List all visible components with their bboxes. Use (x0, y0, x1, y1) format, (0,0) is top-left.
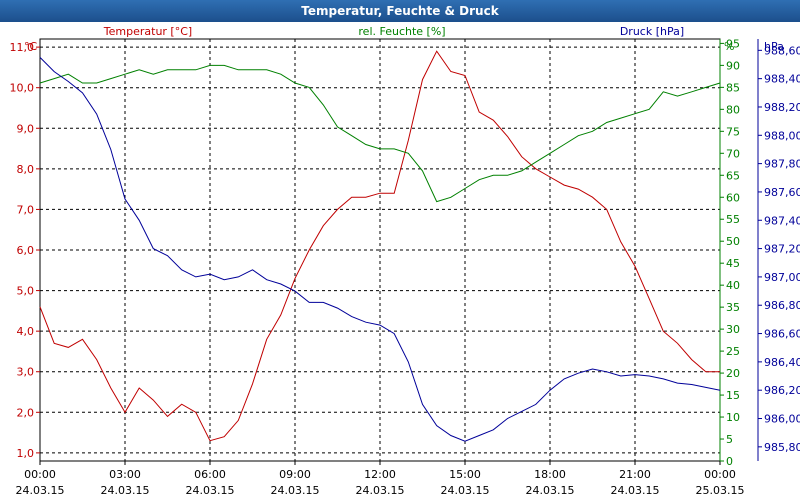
y-tick-label-humidity: 15 (726, 389, 740, 402)
y-tick-label-pressure: 987,00 (764, 271, 800, 284)
x-tick-date: 24.03.15 (271, 484, 320, 497)
x-tick-date: 24.03.15 (186, 484, 235, 497)
y-tick-label-temperature: 6,0 (17, 244, 35, 257)
y-tick-label-humidity: 45 (726, 257, 740, 270)
y-tick-label-pressure: 987,20 (764, 243, 800, 256)
y-tick-label-humidity: 40 (726, 279, 740, 292)
y-tick-label-pressure: 985,80 (764, 441, 800, 454)
y-tick-label-humidity: 95 (726, 37, 740, 50)
y-tick-label-humidity: 35 (726, 301, 740, 314)
y-tick-label-temperature: 5,0 (17, 285, 35, 298)
y-tick-label-humidity: 60 (726, 191, 740, 204)
y-tick-label-humidity: 75 (726, 125, 740, 138)
humidity-axis-label: rel. Feuchte [%] (358, 25, 445, 38)
y-tick-label-temperature: 3,0 (17, 366, 35, 379)
x-tick-time: 03:00 (109, 468, 141, 481)
x-tick-time: 12:00 (364, 468, 396, 481)
x-tick-time: 18:00 (534, 468, 566, 481)
y-tick-label-pressure: 987,80 (764, 158, 800, 171)
series-line-pressure (39, 57, 721, 442)
temperature-axis-label: Temperatur [°C] (103, 25, 192, 38)
y-tick-label-temperature: 9,0 (17, 122, 35, 135)
x-tick-time: 09:00 (279, 468, 311, 481)
y-tick-label-humidity: 90 (726, 59, 740, 72)
x-tick-time: 00:00 (24, 468, 56, 481)
pressure-axis-label: Druck [hPa] (620, 25, 684, 38)
y-tick-label-pressure: 986,80 (764, 299, 800, 312)
window-title: Temperatur, Feuchte & Druck (0, 0, 800, 22)
humidity-unit-label: % (724, 40, 734, 53)
y-tick-label-temperature: 4,0 (17, 325, 35, 338)
y-tick-label-humidity: 0 (726, 455, 733, 468)
x-tick-date: 24.03.15 (526, 484, 575, 497)
y-tick-label-humidity: 30 (726, 323, 740, 336)
temperature-unit-label: °C (24, 40, 38, 53)
y-tick-label-temperature: 10,0 (10, 82, 35, 95)
y-tick-label-temperature: 11,0 (10, 41, 35, 54)
series-line-temperature (39, 50, 720, 442)
y-tick-label-humidity: 85 (726, 81, 740, 94)
y-tick-label-temperature: 8,0 (17, 163, 35, 176)
y-tick-label-pressure: 986,00 (764, 413, 800, 426)
x-tick-time: 15:00 (449, 468, 481, 481)
y-tick-label-humidity: 80 (726, 103, 740, 116)
y-tick-label-pressure: 987,40 (764, 214, 800, 227)
x-tick-date: 24.03.15 (101, 484, 150, 497)
x-tick-date: 24.03.15 (16, 484, 65, 497)
y-tick-label-pressure: 988,20 (764, 101, 800, 114)
x-tick-date: 25.03.15 (696, 484, 745, 497)
y-tick-label-pressure: 988,60 (764, 44, 800, 57)
y-tick-label-humidity: 70 (726, 147, 740, 160)
y-tick-label-humidity: 10 (726, 411, 740, 424)
y-tick-label-pressure: 986,40 (764, 356, 800, 369)
x-tick-time: 00:00 (704, 468, 736, 481)
y-tick-label-pressure: 988,40 (764, 73, 800, 86)
y-tick-label-pressure: 988,00 (764, 129, 800, 142)
pressure-unit-label: hPa (764, 40, 784, 53)
y-tick-label-humidity: 20 (726, 367, 740, 380)
x-tick-date: 24.03.15 (611, 484, 660, 497)
y-tick-label-pressure: 986,60 (764, 328, 800, 341)
x-tick-time: 21:00 (619, 468, 651, 481)
series-line-humidity (39, 64, 721, 203)
y-tick-label-humidity: 50 (726, 235, 740, 248)
x-tick-date: 24.03.15 (356, 484, 405, 497)
y-tick-label-pressure: 987,60 (764, 186, 800, 199)
y-tick-label-humidity: 55 (726, 213, 740, 226)
x-tick-date: 24.03.15 (441, 484, 490, 497)
y-tick-label-temperature: 2,0 (17, 406, 35, 419)
y-tick-label-humidity: 25 (726, 345, 740, 358)
y-tick-label-humidity: 65 (726, 169, 740, 182)
y-tick-label-pressure: 986,20 (764, 384, 800, 397)
y-tick-label-humidity: 5 (726, 433, 733, 446)
y-tick-label-temperature: 7,0 (17, 203, 35, 216)
x-tick-time: 06:00 (194, 468, 226, 481)
y-tick-label-temperature: 1,0 (17, 447, 35, 460)
